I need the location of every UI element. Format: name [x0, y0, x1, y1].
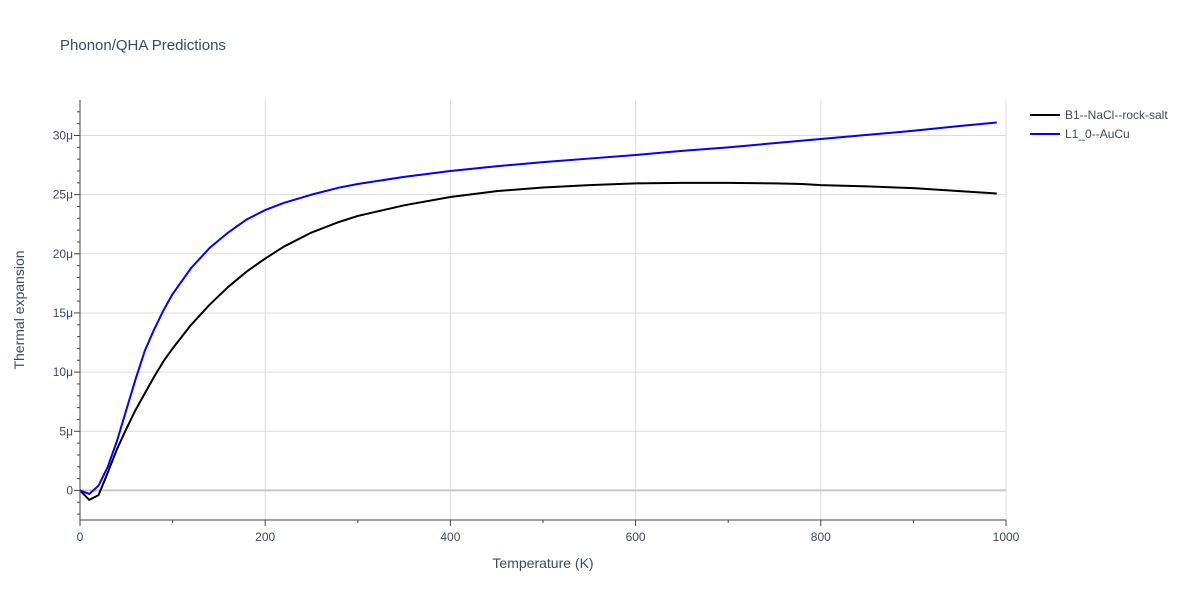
- x-axis-title: Temperature (K): [492, 555, 593, 571]
- y-tick-label: 5μ: [59, 424, 73, 438]
- legend-item[interactable]: B1--NaCl--rock-salt: [1030, 108, 1168, 122]
- y-tick-label: 15μ: [53, 306, 73, 320]
- axes: [74, 100, 1007, 526]
- x-tick-label: 200: [255, 530, 275, 544]
- series-layer: [79, 121, 997, 501]
- grid: [80, 100, 1007, 520]
- y-tick-label: 30μ: [53, 128, 73, 142]
- series-line-1[interactable]: [79, 181, 997, 501]
- x-tick-labels: 0 200 400 600 800 1000: [77, 530, 1020, 544]
- y-tick-labels: 0 5μ 10μ 15μ 20μ 25μ 30μ: [53, 128, 74, 497]
- legend-label: L1_0--AuCu: [1065, 127, 1130, 141]
- x-tick-label: 800: [811, 530, 831, 544]
- y-tick-label: 10μ: [53, 365, 73, 379]
- y-tick-label: 20μ: [53, 247, 73, 261]
- legend-item[interactable]: L1_0--AuCu: [1030, 127, 1130, 141]
- series-line-2[interactable]: [79, 121, 997, 495]
- x-tick-label: 1000: [993, 530, 1020, 544]
- legend-label: B1--NaCl--rock-salt: [1065, 108, 1168, 122]
- chart-title: Phonon/QHA Predictions: [60, 37, 226, 54]
- y-axis-title: Thermal expansion: [11, 250, 27, 369]
- x-tick-label: 0: [77, 530, 84, 544]
- x-tick-label: 400: [440, 530, 460, 544]
- y-tick-label: 25μ: [53, 188, 73, 202]
- y-tick-label: 0: [66, 483, 73, 497]
- legend[interactable]: B1--NaCl--rock-salt L1_0--AuCu: [1030, 108, 1168, 141]
- x-tick-label: 600: [626, 530, 646, 544]
